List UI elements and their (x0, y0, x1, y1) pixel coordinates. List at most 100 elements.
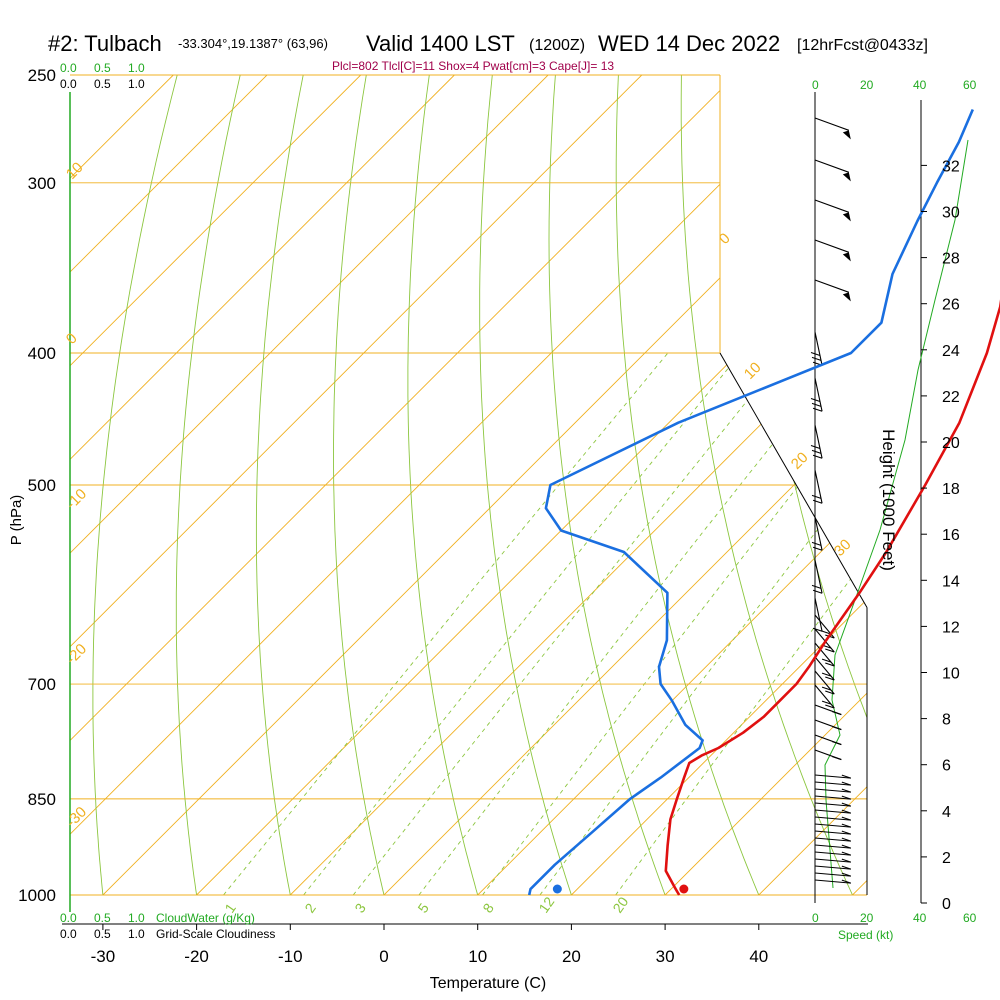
wind-barb (810, 377, 823, 412)
forecast-date: WED 14 Dec 2022 (598, 31, 780, 56)
height-tick-26: 26 (942, 297, 960, 314)
stability-indices: Plcl=802 Tlcl[C]=11 Shox=4 Pwat[cm]=3 Ca… (332, 59, 614, 73)
temperature-tick--10: -10 (278, 947, 303, 966)
height-tick-24: 24 (942, 343, 960, 360)
wind-barb (811, 516, 823, 551)
dry-adiabat-line (680, 75, 853, 895)
wind-barb (814, 823, 852, 828)
cloud-scale-top-0: 0.0 (60, 61, 77, 75)
temperature-tick-40: 40 (749, 947, 768, 966)
surface-temperature-marker (679, 884, 689, 894)
valid-time: Valid 1400 LST (366, 31, 515, 56)
temperature-tick--20: -20 (184, 947, 209, 966)
wind-barb (814, 279, 851, 302)
height-tick-4: 4 (942, 804, 951, 821)
height-tick-0: 0 (942, 896, 951, 913)
wind-barb (814, 199, 851, 222)
isotherm-line (70, 75, 362, 895)
sounding-series (527, 108, 1000, 896)
pressure-tick-300: 300 (28, 174, 56, 193)
cloud-scale-bottom-0: 0.0 (60, 911, 77, 925)
wind-barb (814, 117, 851, 140)
speed-scale-top-60: 60 (963, 78, 977, 92)
y-axis-title: P (hPa) (8, 495, 25, 546)
dry-adiabat-line (175, 75, 241, 895)
wind-barb (814, 844, 852, 849)
wind-barb (810, 424, 823, 459)
cloudiness-scale-top-2: 1.0 (128, 77, 145, 91)
height-tick-12: 12 (942, 619, 960, 636)
pressure-tick-850: 850 (28, 790, 56, 809)
wind-barb (814, 809, 852, 814)
wind-barb (811, 559, 823, 594)
speed-scale-bottom-20: 20 (860, 911, 874, 925)
dry-adiabat-line (548, 75, 666, 895)
series-temperature-line (664, 299, 1000, 896)
cloudiness-scale-bottom-2: 1.0 (128, 927, 145, 941)
cloud-scale-top-1: 0.5 (94, 61, 111, 75)
pressure-tick-500: 500 (28, 476, 56, 495)
height-tick-14: 14 (942, 573, 960, 590)
pressure-tick-700: 700 (28, 675, 56, 694)
wind-barb (812, 597, 823, 632)
forecast-hour: [12hrFcst@0433z] (797, 37, 928, 54)
wind-barb (814, 795, 852, 800)
dry-adiabat-line (92, 75, 178, 895)
height-tick-16: 16 (942, 527, 960, 544)
pressure-tick-250: 250 (28, 66, 56, 85)
wind-barb (814, 830, 852, 835)
cloudwater-label: CloudWater (g/Kg) (156, 911, 255, 925)
height-tick-22: 22 (942, 389, 960, 406)
cloud-scale-top-2: 1.0 (128, 61, 145, 75)
height-tick-10: 10 (942, 666, 960, 683)
wind-barb (814, 788, 852, 793)
cloudiness-label: Grid-Scale Cloudiness (156, 927, 275, 941)
station-title: #2: Tulbach (48, 31, 162, 56)
isobar-lines (70, 74, 867, 896)
x-axis-title: Temperature (C) (430, 975, 546, 992)
wind-barb (811, 469, 823, 504)
wind-barb (814, 858, 852, 863)
cloudiness-scale-top-0: 0.0 (60, 77, 77, 91)
wind-barb (814, 865, 852, 870)
height-tick-8: 8 (942, 712, 951, 729)
cloudiness-scale-bottom-1: 0.5 (94, 927, 111, 941)
wind-barb (814, 781, 852, 786)
cloudiness-scale-bottom-0: 0.0 (60, 927, 77, 941)
speed-scale-bottom-0: 0 (812, 911, 819, 925)
isotherm-line (70, 75, 268, 895)
temperature-tick--30: -30 (91, 947, 116, 966)
temperature-tick-10: 10 (468, 947, 487, 966)
wind-barb (814, 872, 852, 877)
dry-adiabat-line (407, 75, 479, 895)
height-tick-6: 6 (942, 758, 951, 775)
surface-dewpoint-marker (552, 884, 562, 894)
wind-barb (814, 719, 842, 731)
pressure-tick-400: 400 (28, 344, 56, 363)
height-tick-20: 20 (942, 435, 960, 452)
temperature-tick-20: 20 (562, 947, 581, 966)
dry-adiabat-line (255, 75, 304, 895)
wind-barb (814, 684, 835, 709)
wind-barb (810, 331, 823, 366)
dry-adiabat-line (333, 75, 385, 895)
temperature-tick-30: 30 (656, 947, 675, 966)
height-tick-30: 30 (942, 205, 960, 222)
wind-barb (814, 802, 852, 807)
station-coords: -33.304°,19.1387° (63,96) (178, 36, 328, 51)
wind-barb (814, 159, 851, 182)
wind-barb (814, 816, 852, 821)
speed-unit-label: Speed (kt) (838, 928, 893, 942)
wind-barb (814, 851, 852, 856)
speed-scale-top-40: 40 (913, 78, 927, 92)
wind-profile (810, 117, 969, 889)
wind-barb (814, 642, 835, 667)
series-dewpoint-line (527, 108, 974, 896)
height-axis-title: Height (1000 Feet) (879, 429, 898, 571)
wind-barb (814, 749, 842, 761)
speed-scale-bottom-40: 40 (913, 911, 927, 925)
wind-barb (814, 656, 835, 681)
speed-scale-bottom-60: 60 (963, 911, 977, 925)
temperature-tick-0: 0 (379, 947, 388, 966)
